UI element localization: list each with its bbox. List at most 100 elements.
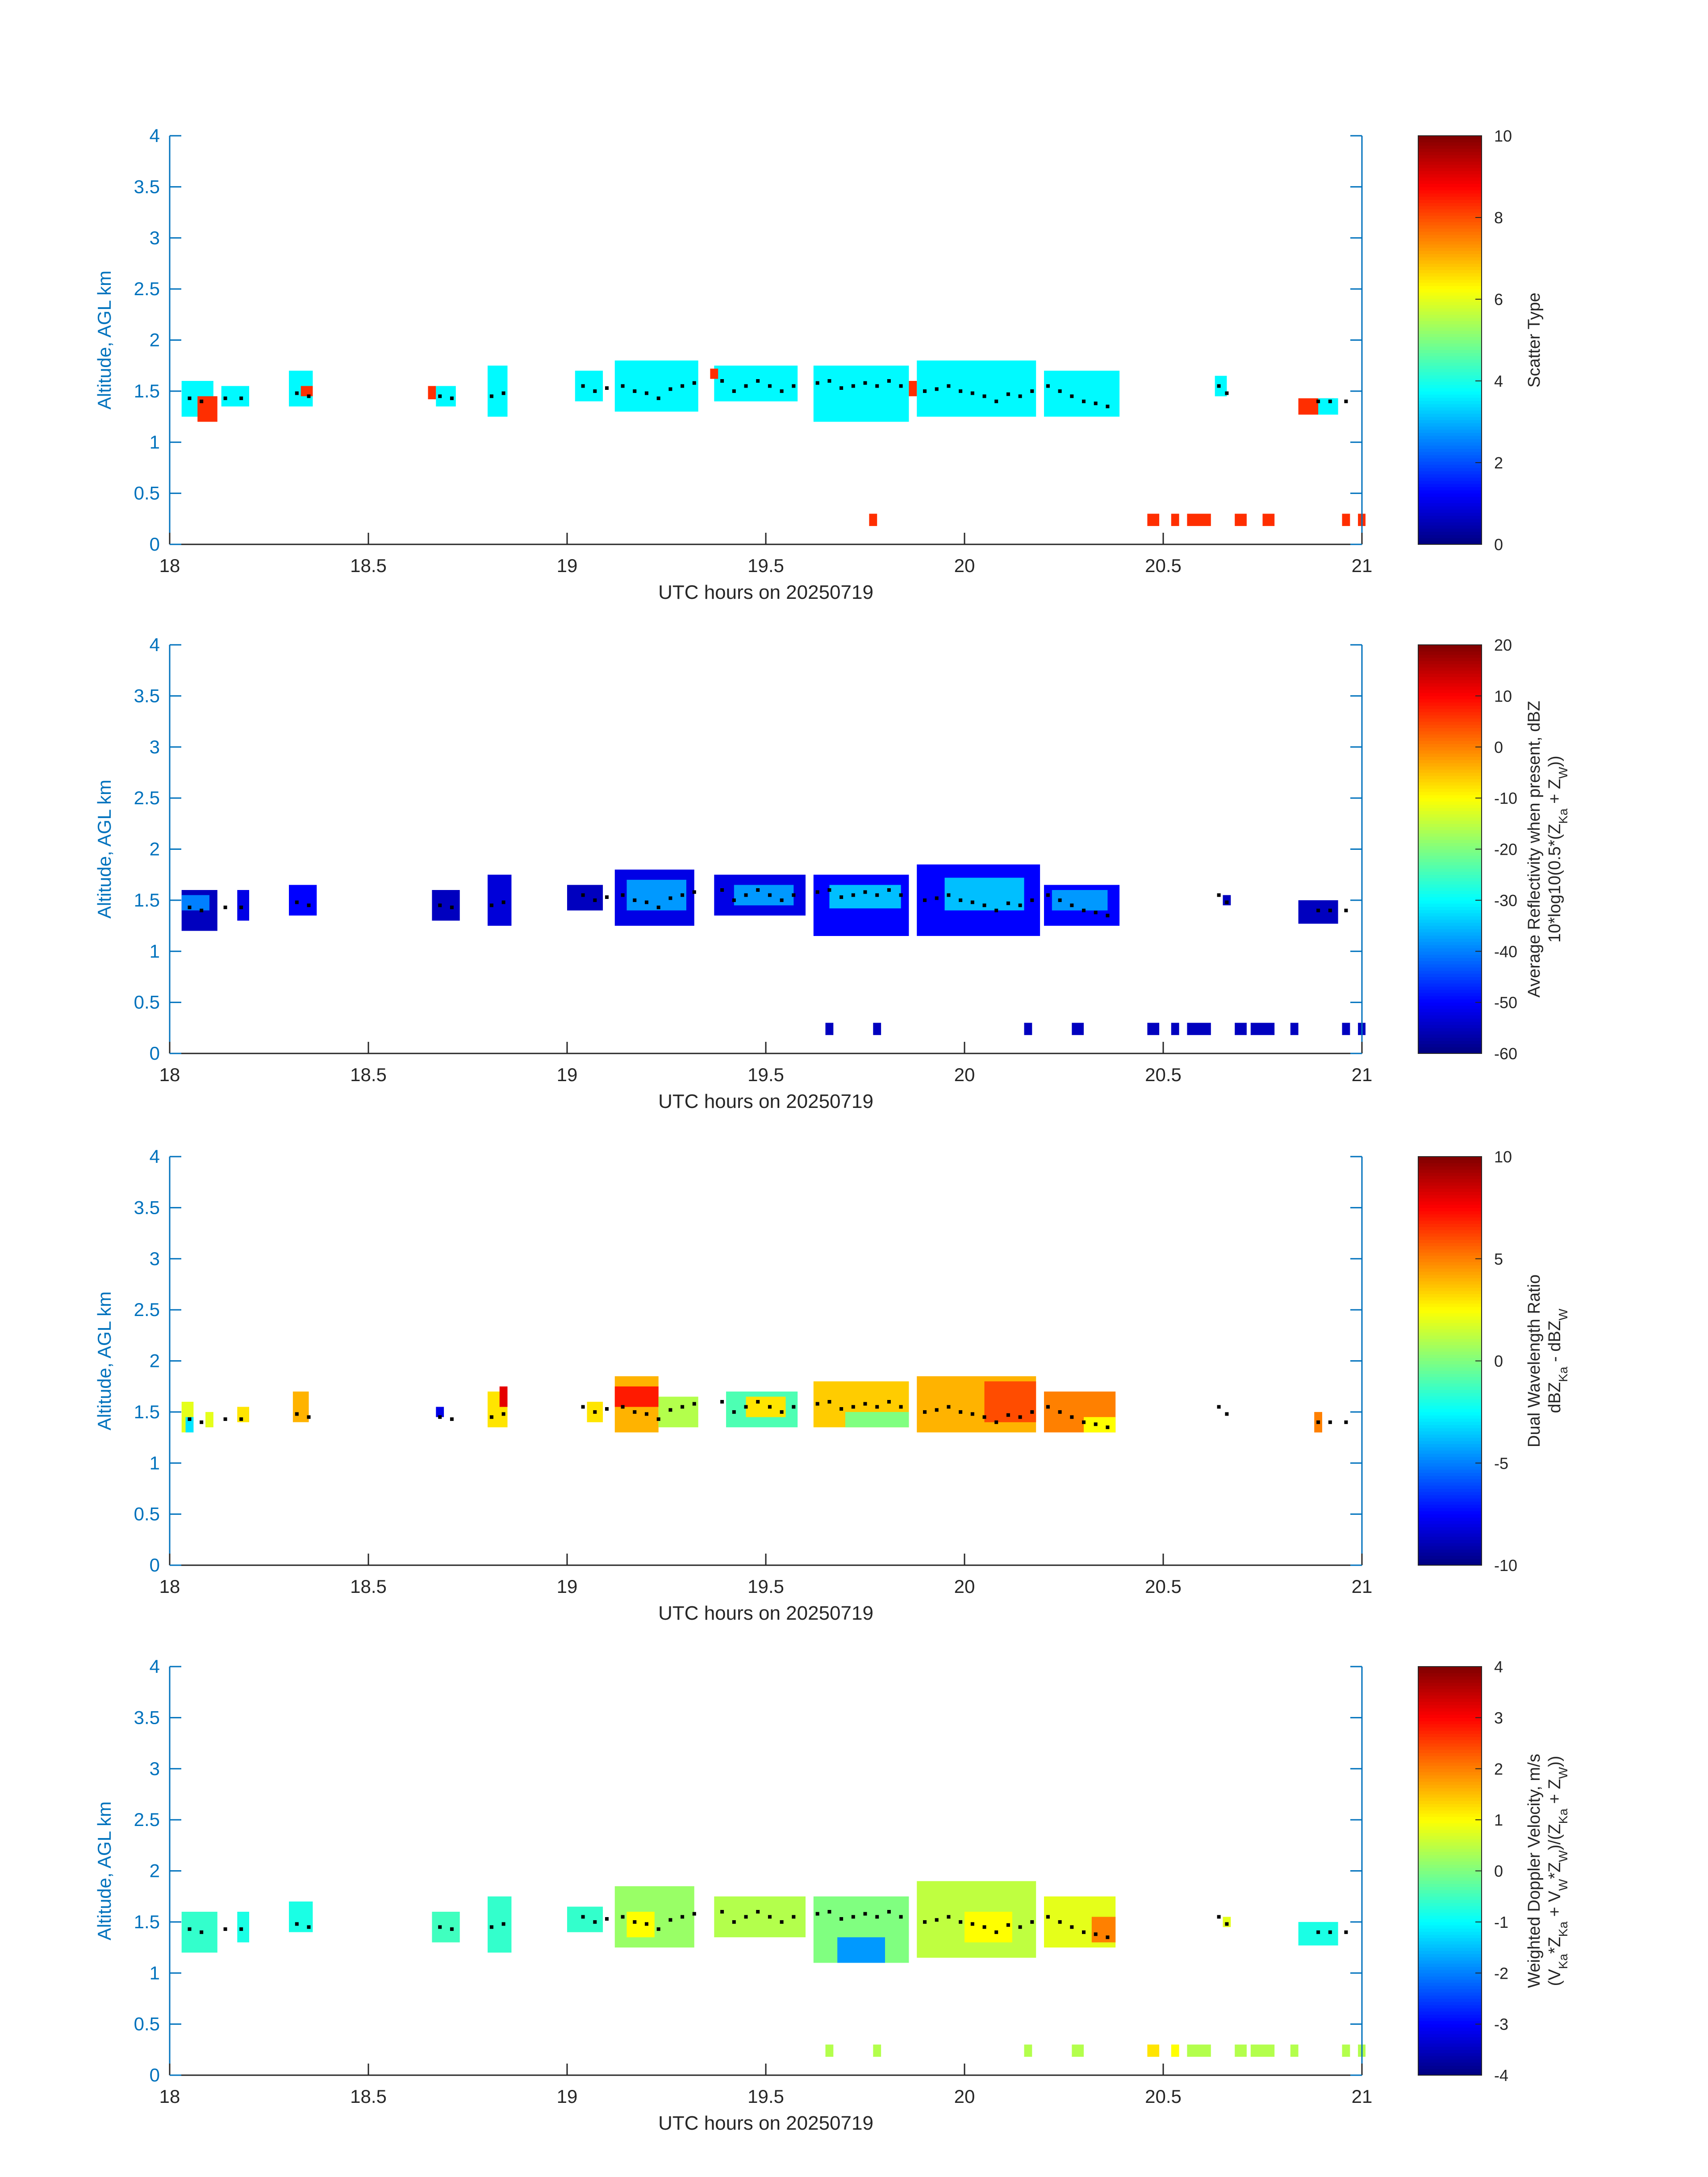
heatmap-cell [1024,2044,1032,2057]
colorbar-tick-label: 1 [1494,1811,1503,1829]
x-axis-label: UTC hours on 20250719 [658,2112,873,2134]
colorbar-swatch [1418,1727,1482,1731]
colorbar-swatch [1418,528,1482,532]
cloud-base-marker [970,1412,974,1416]
heatmap-cell [488,874,512,926]
colorbar-swatch [1418,926,1482,929]
y-tick-label: 3 [150,1248,160,1269]
colorbar-swatch [1418,1960,1482,1964]
colorbar-swatch [1418,458,1482,462]
cloud-base-marker [982,1415,986,1419]
heatmap-cell [965,1912,1012,1943]
colorbar-tick-label: -60 [1494,1045,1517,1063]
cloud-base-marker [1106,914,1110,918]
colorbar-swatch [1418,423,1482,427]
colorbar-swatch [1418,1463,1482,1467]
y-tick-label: 3 [150,1758,160,1779]
colorbar-swatch [1418,814,1482,818]
cloud-base-marker [899,1915,903,1919]
y-axis-label: Altitude, AGL km [94,780,115,919]
cloud-base-marker [839,386,844,390]
cloud-base-marker [645,391,648,395]
cloud-base-marker [188,1927,192,1931]
colorbar-swatch [1418,747,1482,751]
cloud-base-marker [223,905,227,909]
colorbar-swatch [1418,298,1482,302]
colorbar-swatch [1418,974,1482,978]
colorbar-swatch [1418,1204,1482,1208]
colorbar-swatch [1418,215,1482,219]
colorbar-swatch [1418,1730,1482,1734]
cloud-base-marker [935,387,939,391]
cloud-base-marker [450,1417,454,1421]
heatmap-cell [837,1937,885,1963]
colorbar-swatch [1418,155,1482,159]
y-tick-label: 2.5 [134,1809,160,1830]
cloud-base-marker [959,389,963,393]
colorbar-swatch [1418,760,1482,764]
colorbar-swatch [1418,1492,1482,1496]
colorbar-swatch [1418,448,1482,452]
colorbar-swatch [1418,699,1482,703]
cloud-base-marker [959,898,963,902]
heatmap-cell [221,386,249,407]
colorbar-swatch [1418,1845,1482,1849]
cloud-base-marker [501,1922,505,1926]
colorbar-swatch [1418,260,1482,264]
cloud-base-marker [1006,1923,1010,1927]
colorbar-swatch [1418,932,1482,936]
colorbar-swatch [1418,289,1482,292]
colorbar-swatch [1418,499,1482,503]
x-tick-label: 18.5 [350,2086,387,2107]
colorbar-swatch [1418,1008,1482,1012]
heatmap-cell [626,1912,655,1938]
colorbar-swatch [1418,1743,1482,1747]
heatmap-cell [873,2044,881,2057]
colorbar-swatch [1418,1768,1482,1772]
heatmap-cell [1262,514,1275,526]
colorbar-swatch [1418,365,1482,369]
colorbar-swatch [1418,957,1482,961]
colorbar-swatch [1418,980,1482,984]
y-tick-label: 0 [150,2064,160,2085]
cloud-base-marker [756,1400,760,1404]
colorbar-swatch [1418,862,1482,865]
colorbar-swatch [1418,718,1482,722]
cloud-base-marker [887,1400,891,1404]
colorbar-swatch [1418,1047,1482,1051]
colorbar-tick-label: 20 [1494,636,1512,654]
cloud-base-marker [1344,1420,1348,1424]
cloud-base-marker [1344,399,1348,403]
cloud-base-marker [489,903,493,907]
colorbar-tick-label: 8 [1494,209,1503,227]
colorbar-swatch [1418,1345,1482,1349]
colorbar-swatch [1418,238,1482,242]
y-axis-label: Altitude, AGL km [94,1291,115,1430]
cloud-base-marker [239,1417,243,1421]
colorbar-swatch [1418,2043,1482,2047]
colorbar-swatch [1418,951,1482,955]
colorbar-swatch [1418,2062,1482,2066]
colorbar-swatch [1418,346,1482,350]
cloud-base-marker [438,1925,442,1929]
colorbar-swatch [1418,410,1482,414]
colorbar-swatch [1418,1667,1482,1670]
cloud-base-marker [1006,392,1010,396]
colorbar-swatch [1418,929,1482,932]
colorbar-swatch [1418,362,1482,366]
colorbar-swatch [1418,330,1482,334]
heatmap-cell [488,1896,512,1953]
heatmap-cell [1250,1023,1275,1035]
cloud-base-marker [1094,1422,1098,1426]
heatmap-cell [1147,514,1160,526]
x-tick-label: 20.5 [1145,2086,1182,2107]
x-tick-label: 18 [159,555,180,576]
colorbar-swatch [1418,1951,1482,1954]
colorbar-swatch [1418,490,1482,494]
colorbar-swatch [1418,2014,1482,2018]
colorbar-swatch [1418,2059,1482,2063]
colorbar-swatch [1418,538,1482,542]
colorbar-swatch [1418,190,1482,194]
colorbar-swatch [1418,1524,1482,1527]
cloud-base-marker [1018,1925,1022,1929]
